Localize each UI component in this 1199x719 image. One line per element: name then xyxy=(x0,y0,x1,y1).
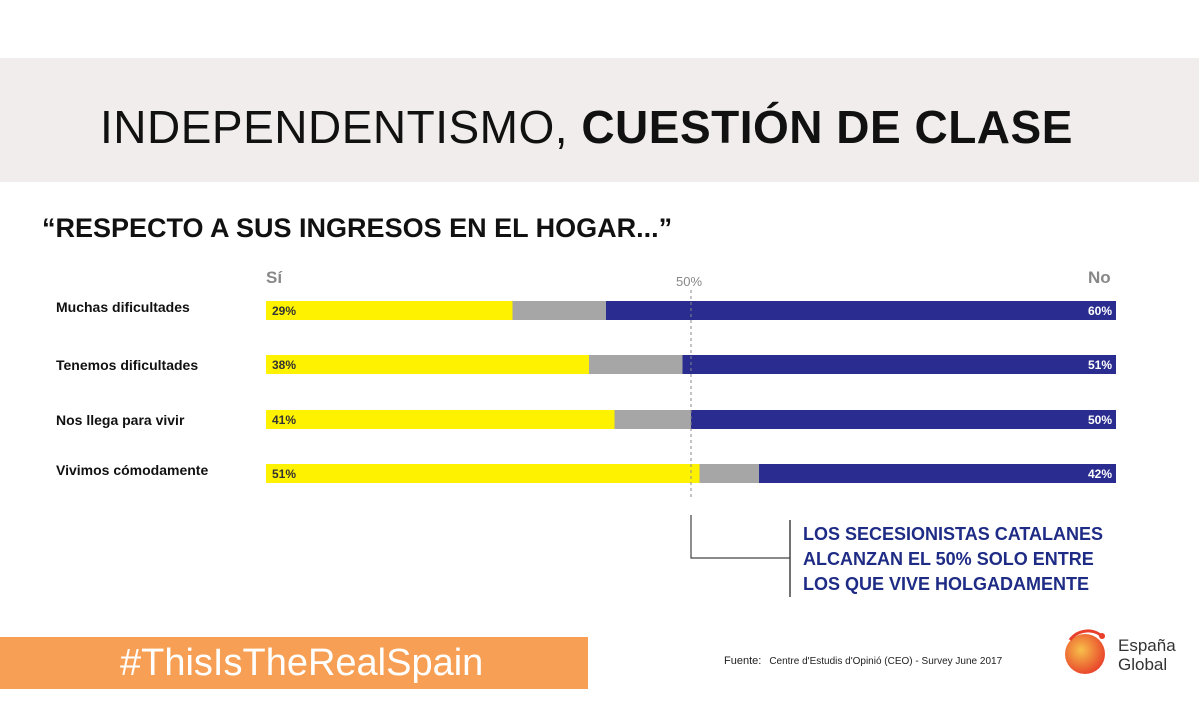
bar-2-series-0 xyxy=(266,410,615,429)
bar-3-series-1 xyxy=(699,464,759,483)
hashtag-banner: #ThisIsTheRealSpain xyxy=(0,637,588,689)
source-note: Fuente: Centre d'Estudis d'Opinió (CEO) -… xyxy=(724,655,1002,667)
logo-text: España Global xyxy=(1118,636,1176,674)
bar-0-series-2 xyxy=(606,301,1116,320)
data-label-no-2: 50% xyxy=(1088,413,1112,427)
column-header-no: No xyxy=(1088,268,1111,287)
callout-text: LOS SECESIONISTAS CATALANES ALCANZAN EL … xyxy=(803,524,1104,594)
data-label-no-3: 42% xyxy=(1088,467,1112,481)
bar-1-series-1 xyxy=(589,355,683,374)
chart-subtitle: “RESPECTO A SUS INGRESOS EN EL HOGAR...” xyxy=(42,213,673,243)
data-label-si-3: 51% xyxy=(272,467,296,481)
data-label-si-0: 29% xyxy=(272,304,296,318)
data-label-si-2: 41% xyxy=(272,413,296,427)
logo-line-2: Global xyxy=(1118,655,1168,674)
bar-0-series-1 xyxy=(512,301,606,320)
bar-1-series-2 xyxy=(682,355,1116,374)
reference-line-label: 50% xyxy=(676,274,703,289)
row-label-0: Muchas dificultades xyxy=(56,299,190,315)
data-label-no-1: 51% xyxy=(1088,358,1112,372)
title-band xyxy=(0,58,1199,182)
bar-2-series-2 xyxy=(691,410,1116,429)
bar-3-series-2 xyxy=(759,464,1116,483)
callout-connector xyxy=(690,515,790,559)
bar-0-series-0 xyxy=(266,301,513,320)
bar-1-series-0 xyxy=(266,355,589,374)
logo-icon xyxy=(1065,629,1106,674)
bar-2-series-1 xyxy=(614,410,691,429)
column-header-si: Sí xyxy=(266,268,283,287)
data-label-no-0: 60% xyxy=(1088,304,1112,318)
data-label-si-1: 38% xyxy=(272,358,296,372)
page-title: INDEPENDENTISMO, CUESTIÓN DE CLASE xyxy=(100,98,1140,156)
title-part-1: INDEPENDENTISMO, xyxy=(100,101,569,153)
row-label-1: Tenemos dificultades xyxy=(56,357,199,373)
row-label-2: Nos llega para vivir xyxy=(56,412,185,428)
logo-line-1: España xyxy=(1118,636,1176,655)
bar-3-series-0 xyxy=(266,464,700,483)
title-part-2: CUESTIÓN DE CLASE xyxy=(581,101,1073,153)
row-label-3: Vivimos cómodamente xyxy=(56,462,209,478)
source-text: Centre d'Estudis d'Opinió (CEO) - Survey… xyxy=(769,656,1003,667)
source-label: Fuente: xyxy=(724,655,762,667)
